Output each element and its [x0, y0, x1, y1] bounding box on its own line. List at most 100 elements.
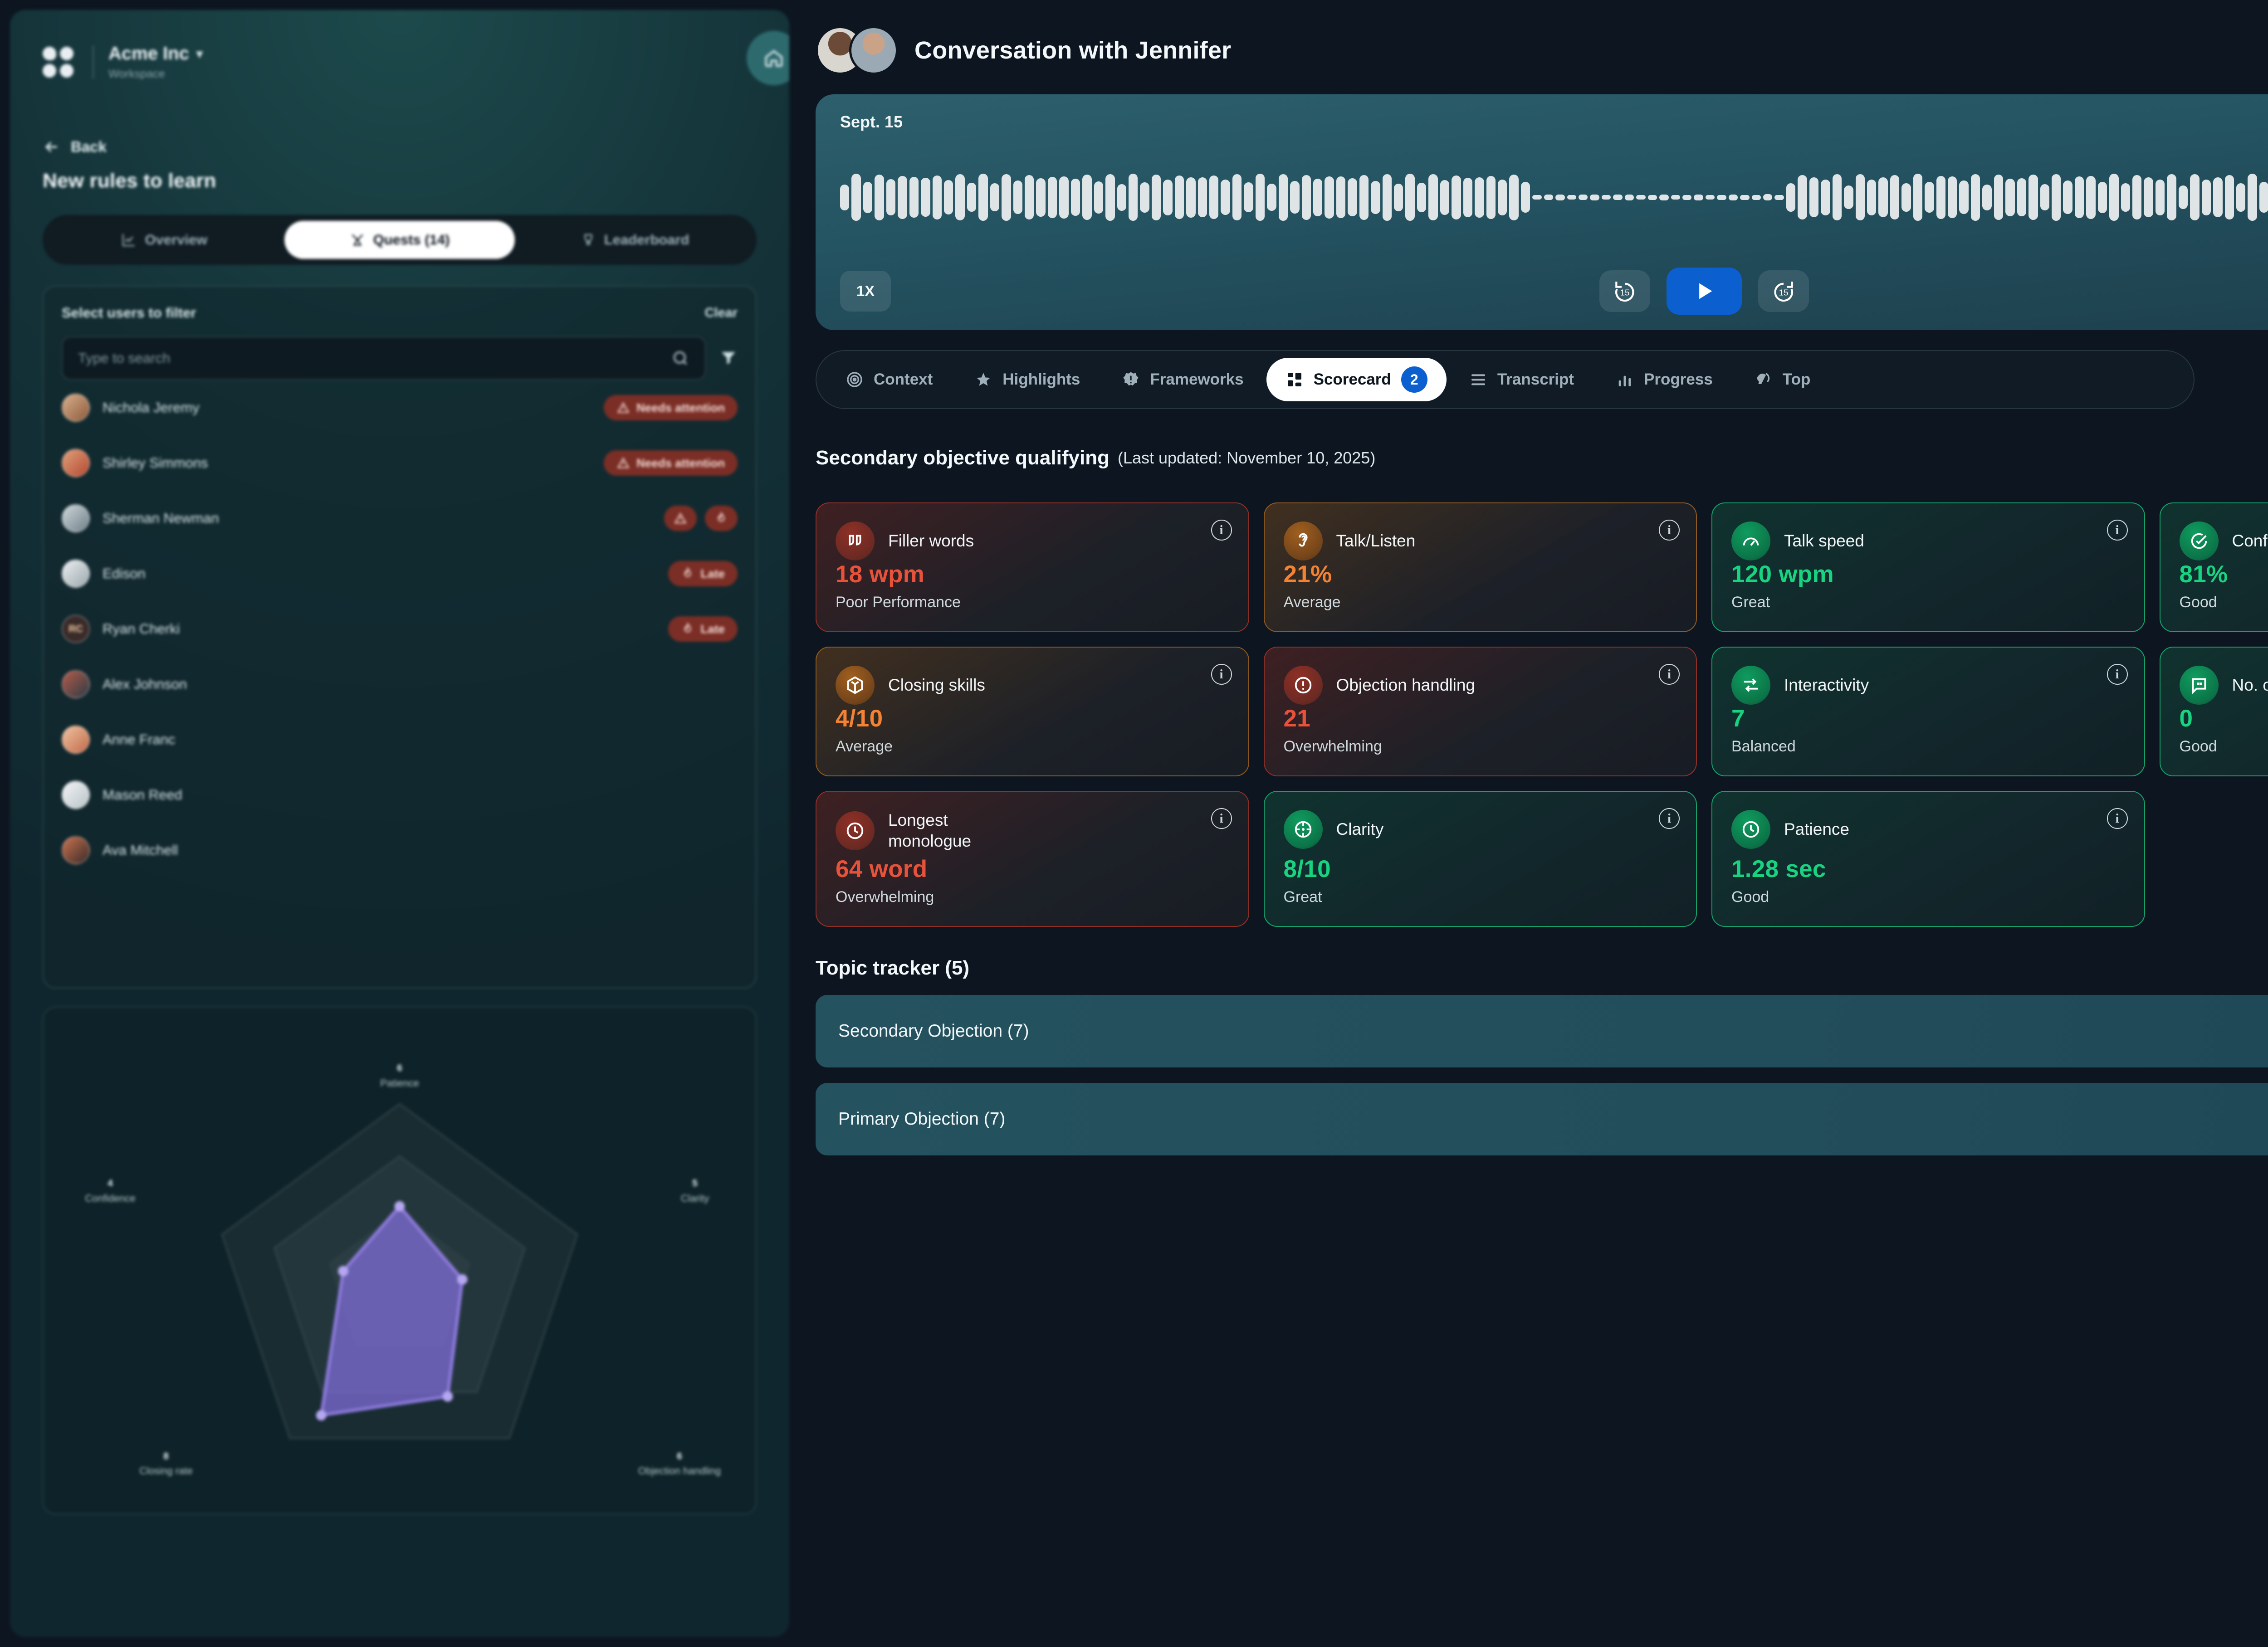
tab-frameworks[interactable]: Frameworks [1103, 358, 1262, 401]
participant-avatars [816, 26, 898, 75]
metric-card-clarity[interactable]: i Clarity 8/10 Great [1263, 791, 1697, 927]
fire-icon [684, 622, 691, 633]
target-icon [847, 372, 862, 387]
metric-card-objection-handling[interactable]: i Objection handling 21 Overwhelming [1263, 647, 1697, 776]
sidebar-tab-quests[interactable]: Quests (14) [284, 221, 515, 259]
metric-card-longest-monologue[interactable]: i Longest monologue 64 word Overwhelming [816, 791, 1249, 927]
metric-description: Overwhelming [1283, 738, 1382, 755]
list-item[interactable]: Shirley Simmons Needs attention [62, 435, 738, 491]
search-input[interactable]: Type to search [62, 336, 706, 380]
list-item[interactable]: Ava Mitchell [62, 823, 738, 878]
metric-description: Good [2179, 594, 2217, 611]
speech-quote-icon [2192, 678, 2206, 694]
metric-name: Longest monologue [888, 811, 972, 851]
metric-card-no-of-monologues[interactable]: i No. of monologues 0 Good [2159, 647, 2268, 776]
metric-description: Balanced [1731, 738, 1796, 755]
list-item[interactable]: Mason Reed [62, 767, 738, 823]
metric-value: 7 [1731, 705, 1745, 732]
info-icon[interactable]: i [2107, 664, 2128, 685]
list-item[interactable]: Sherman Newman [62, 491, 738, 546]
list-item[interactable]: Anne Franc [62, 712, 738, 767]
status-badge [705, 506, 738, 531]
home-button[interactable] [747, 31, 789, 85]
radar-axis-closing-rate: 8 Closing rate [139, 1451, 193, 1477]
metric-card-talk-listen[interactable]: i Talk/Listen 21% Average [1263, 502, 1697, 632]
back-button[interactable]: Back [43, 138, 757, 156]
list-item[interactable]: RC Ryan Cherki Late [62, 601, 738, 657]
list-item[interactable]: Alex Johnson [62, 657, 738, 712]
topic-row-primary-objection[interactable]: Primary Objection (7) 7 keywords [816, 1083, 2268, 1155]
exchange-icon [1744, 678, 1758, 692]
info-icon[interactable]: i [2107, 808, 2128, 829]
avatar [62, 449, 90, 477]
metric-name: Talk speed [1784, 531, 1864, 550]
info-icon[interactable]: i [1659, 520, 1680, 541]
warning-icon [617, 457, 630, 468]
tab-label: Context [874, 370, 933, 388]
list-item[interactable]: Nichola Jeremy Needs attention [62, 380, 738, 435]
filter-button[interactable] [719, 348, 738, 369]
metric-description: Great [1283, 888, 1322, 906]
tab-scorecard[interactable]: Scorecard 2 [1266, 358, 1447, 401]
radar-axis-patience: 6 Patience [380, 1063, 419, 1089]
fire-icon [684, 567, 691, 577]
playback-speed-button[interactable]: 1X [840, 271, 891, 312]
user-name: Nichola Jeremy [103, 400, 200, 415]
metric-card-filler-words[interactable]: i Filler words 18 wpm Poor Performance [816, 502, 1249, 632]
quote-icon [849, 535, 861, 546]
topic-row-secondary-objection[interactable]: Secondary Objection (7) 7 keywords [816, 995, 2268, 1067]
filter-heading: Select users to filter [62, 305, 196, 321]
tab-highlights[interactable]: Highlights [955, 358, 1099, 401]
section-tabs: Context Highlights Frameworks Scorecard … [816, 350, 2195, 409]
info-icon[interactable]: i [1211, 664, 1232, 685]
play-icon [1699, 283, 1712, 299]
conversation-header: Conversation with Jennifer [816, 10, 2268, 75]
avatar [62, 394, 90, 422]
ear-icon [1298, 533, 1308, 547]
grid-icon [1287, 373, 1301, 386]
avatar [62, 726, 90, 754]
info-icon[interactable]: i [1659, 808, 1680, 829]
metric-description: Good [2179, 738, 2217, 755]
user-filter-card: Select users to filter Clear Type to sea… [43, 286, 757, 989]
metric-card-closing-skills[interactable]: i Closing skills 4/10 Average [816, 647, 1249, 776]
metric-card-patience[interactable]: i Patience 1.28 sec Good [1711, 791, 2145, 927]
search-icon [673, 351, 687, 365]
conversation-icon [1756, 373, 1769, 384]
star-icon [977, 373, 991, 386]
main-panel: Conversation with Jennifer Sept. 15 [789, 10, 2268, 1637]
info-icon[interactable]: i [1211, 520, 1232, 541]
metric-value: 18 wpm [836, 561, 925, 588]
skip-back-15-button[interactable]: 15 [1599, 270, 1650, 312]
info-icon[interactable]: i [2107, 520, 2128, 541]
audio-player: Sept. 15 0:00/0:16 1X 15 15 [816, 94, 2268, 330]
funnel-icon [722, 351, 735, 364]
tab-transcript[interactable]: Transcript [1450, 358, 1593, 401]
metric-card-talk-speed[interactable]: i Talk speed 120 wpm Great [1711, 502, 2145, 632]
user-name: Shirley Simmons [103, 455, 208, 471]
info-icon[interactable]: i [1659, 664, 1680, 685]
tab-progress[interactable]: Progress [1597, 358, 1732, 401]
skip-forward-15-button[interactable]: 15 [1758, 270, 1809, 312]
tab-context[interactable]: Context [826, 358, 952, 401]
metric-card-interactivity[interactable]: i Interactivity 7 Balanced [1711, 647, 2145, 776]
workspace-switcher[interactable]: Acme Inc ▾ [108, 44, 203, 64]
list-item[interactable]: Edison Late [62, 546, 738, 601]
sidebar-tab-overview[interactable]: Overview [49, 221, 280, 259]
waveform[interactable] [840, 172, 2268, 222]
info-icon[interactable]: i [1211, 808, 1232, 829]
sidebar-tab-leaderboard[interactable]: Leaderboard [519, 221, 750, 259]
clear-filter-button[interactable]: Clear [704, 305, 738, 320]
metric-description: Average [836, 738, 893, 755]
avatar [62, 670, 90, 698]
tab-label: Highlights [1002, 370, 1080, 388]
metric-card-confidence[interactable]: i Confidence 81% Good [2159, 502, 2268, 632]
metric-name: Objection handling [1336, 675, 1476, 694]
metric-name: Patience [1784, 819, 1849, 838]
play-button[interactable] [1667, 268, 1742, 315]
workspace-name: Acme Inc [108, 44, 189, 63]
divider [93, 45, 94, 79]
metric-value: 21% [1283, 561, 1332, 588]
radar-chart [220, 1102, 579, 1440]
tab-top[interactable]: Top [1735, 358, 1830, 401]
